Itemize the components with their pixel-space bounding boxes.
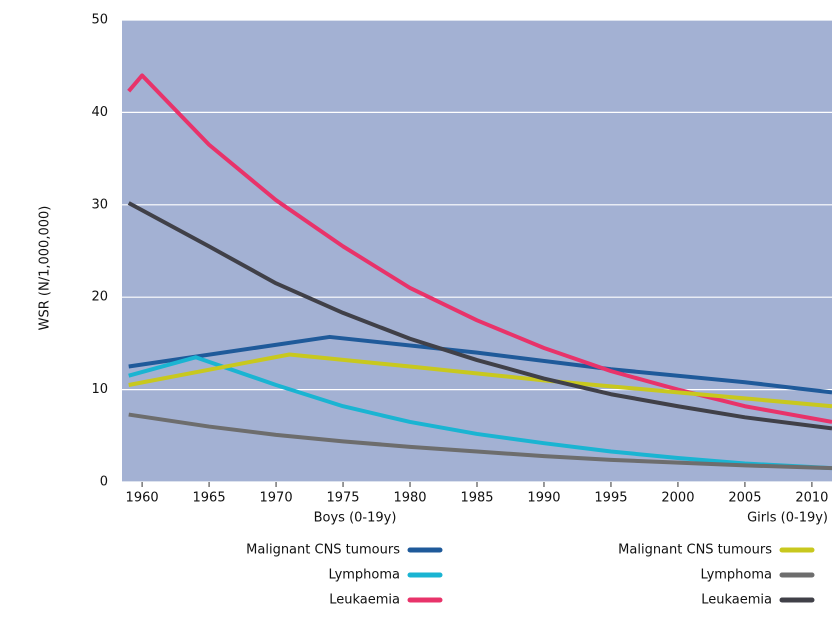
legend-label: Lymphoma: [329, 568, 400, 583]
y-tick-label: 30: [91, 197, 108, 212]
x-tick-label: 1960: [126, 491, 159, 506]
legend-label: Malignant CNS tumours: [246, 543, 400, 558]
x-tick-label: 1965: [193, 491, 226, 506]
x-tick-label: 2010: [795, 491, 828, 506]
series-line: [128, 334, 832, 395]
legend-label: Lymphoma: [701, 568, 772, 583]
legend-label: Leukaemia: [329, 593, 400, 608]
y-tick-label: 40: [91, 105, 108, 120]
x-tick-label: 1990: [527, 491, 560, 506]
x-tick-label: 1970: [260, 491, 293, 506]
y-tick-label: 0: [100, 475, 108, 490]
x-tick-label: 2000: [661, 491, 694, 506]
y-axis-label: WSR (N/1,000,000): [38, 206, 53, 331]
x-tick-label: 1980: [393, 491, 426, 506]
series-line: [128, 355, 832, 471]
plot-area: [122, 20, 832, 482]
legend-group-title: Boys (0-19y): [314, 511, 397, 526]
y-tick-label: 10: [91, 382, 108, 397]
x-tick-label: 1975: [326, 491, 359, 506]
y-tick-label: 20: [91, 290, 108, 305]
y-tick-label: 50: [91, 13, 108, 28]
legend-label: Leukaemia: [701, 593, 772, 608]
x-tick-label: 1995: [594, 491, 627, 506]
series-line: [128, 412, 832, 471]
x-tick-label: 2005: [728, 491, 761, 506]
series-line: [127, 201, 832, 431]
legend-label: Malignant CNS tumours: [618, 543, 772, 558]
series-line: [128, 352, 832, 409]
legend-group-title: Girls (0-19y): [747, 511, 828, 526]
x-tick-label: 1985: [460, 491, 493, 506]
